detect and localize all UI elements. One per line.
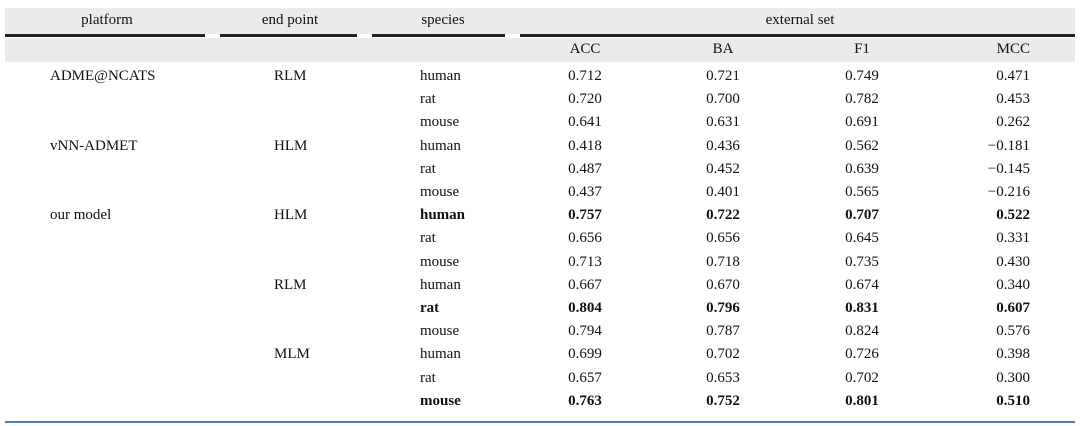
value-cell: 0.510 bbox=[996, 392, 1030, 409]
value-cell: 0.787 bbox=[706, 323, 740, 340]
platform-cell: our model bbox=[50, 207, 112, 224]
value-cell: 0.782 bbox=[845, 91, 879, 108]
value-cell: 0.437 bbox=[568, 184, 602, 200]
species-cell: human bbox=[420, 137, 461, 154]
value-cell: 0.713 bbox=[568, 253, 602, 270]
value-cell: 0.670 bbox=[706, 276, 740, 293]
species-cell: human bbox=[420, 346, 461, 363]
column-subheader: MCC bbox=[996, 41, 1030, 57]
species-cell: mouse bbox=[420, 184, 460, 200]
value-cell: 0.702 bbox=[845, 369, 879, 386]
column-header: platform bbox=[81, 12, 133, 28]
value-cell: 0.653 bbox=[706, 369, 740, 386]
species-cell: mouse bbox=[420, 323, 460, 340]
value-cell: 0.631 bbox=[706, 114, 740, 131]
value-cell: 0.667 bbox=[568, 276, 602, 293]
value-cell: 0.657 bbox=[568, 369, 602, 386]
value-cell: 0.656 bbox=[568, 230, 602, 247]
value-cell: 0.262 bbox=[996, 114, 1030, 131]
species-cell: mouse bbox=[420, 114, 460, 131]
value-cell: 0.804 bbox=[568, 300, 602, 316]
value-cell: 0.735 bbox=[845, 253, 879, 270]
header-rule bbox=[520, 34, 1075, 37]
value-cell: 0.340 bbox=[996, 276, 1030, 293]
species-cell: rat bbox=[420, 230, 436, 247]
value-cell: 0.801 bbox=[845, 392, 879, 409]
column-header: external set bbox=[765, 12, 835, 28]
value-cell: 0.702 bbox=[706, 346, 740, 363]
species-cell: rat bbox=[420, 369, 436, 386]
column-header: species bbox=[421, 12, 465, 28]
value-cell: 0.452 bbox=[706, 160, 740, 177]
value-cell: 0.331 bbox=[996, 230, 1030, 247]
value-cell: 0.656 bbox=[706, 230, 740, 247]
end-point-cell: MLM bbox=[274, 346, 310, 363]
species-cell: human bbox=[420, 276, 461, 293]
value-cell: 0.720 bbox=[568, 91, 602, 108]
header-rule bbox=[372, 34, 505, 37]
value-cell: 0.639 bbox=[845, 160, 879, 177]
value-cell: 0.645 bbox=[845, 230, 879, 247]
end-point-cell: RLM bbox=[274, 276, 307, 293]
value-cell: 0.763 bbox=[568, 392, 602, 409]
value-cell: 0.300 bbox=[996, 369, 1030, 386]
species-cell: mouse bbox=[420, 392, 461, 409]
value-cell: −0.145 bbox=[987, 160, 1030, 177]
value-cell: 0.576 bbox=[996, 323, 1030, 340]
end-point-cell: HLM bbox=[274, 137, 308, 154]
value-cell: 0.757 bbox=[568, 207, 602, 224]
value-cell: 0.436 bbox=[706, 137, 740, 154]
value-cell: −0.181 bbox=[987, 137, 1030, 154]
value-cell: 0.749 bbox=[845, 68, 879, 84]
value-cell: 0.796 bbox=[706, 300, 740, 316]
value-cell: 0.752 bbox=[706, 392, 740, 409]
value-cell: 0.700 bbox=[706, 91, 740, 108]
value-cell: 0.565 bbox=[845, 184, 879, 200]
platform-cell: ADME@NCATS bbox=[50, 68, 156, 84]
value-cell: 0.522 bbox=[996, 207, 1030, 224]
value-cell: 0.699 bbox=[568, 346, 602, 363]
value-cell: 0.712 bbox=[568, 68, 602, 84]
value-cell: 0.607 bbox=[996, 300, 1030, 316]
species-cell: rat bbox=[420, 91, 436, 108]
value-cell: 0.562 bbox=[845, 137, 879, 154]
value-cell: 0.453 bbox=[996, 91, 1030, 108]
value-cell: 0.471 bbox=[996, 68, 1030, 84]
species-cell: human bbox=[420, 68, 461, 84]
value-cell: 0.641 bbox=[568, 114, 602, 131]
value-cell: 0.430 bbox=[996, 253, 1030, 270]
value-cell: 0.721 bbox=[706, 68, 740, 84]
value-cell: 0.707 bbox=[845, 207, 879, 224]
bottom-rule bbox=[5, 421, 1075, 423]
value-cell: −0.216 bbox=[987, 184, 1030, 200]
value-cell: 0.718 bbox=[706, 253, 740, 270]
column-header: end point bbox=[261, 12, 319, 28]
value-cell: 0.398 bbox=[996, 346, 1030, 363]
value-cell: 0.401 bbox=[706, 184, 740, 200]
value-cell: 0.418 bbox=[568, 137, 602, 154]
end-point-cell: HLM bbox=[274, 207, 308, 224]
header-band bbox=[5, 8, 1075, 34]
platform-cell: vNN-ADMET bbox=[50, 137, 138, 154]
species-cell: human bbox=[420, 207, 466, 224]
column-subheader: BA bbox=[712, 41, 734, 57]
end-point-cell: RLM bbox=[274, 68, 307, 84]
column-subheader: F1 bbox=[854, 41, 870, 57]
subheader-band bbox=[5, 38, 1075, 62]
column-subheader: ACC bbox=[569, 41, 601, 57]
value-cell: 0.824 bbox=[845, 323, 879, 340]
value-cell: 0.722 bbox=[706, 207, 740, 224]
value-cell: 0.794 bbox=[568, 323, 602, 340]
header-rule bbox=[220, 34, 357, 37]
species-cell: rat bbox=[420, 300, 440, 316]
header-rule bbox=[5, 34, 205, 37]
value-cell: 0.487 bbox=[568, 160, 602, 177]
value-cell: 0.691 bbox=[845, 114, 879, 131]
species-cell: rat bbox=[420, 160, 436, 177]
species-cell: mouse bbox=[420, 253, 460, 270]
value-cell: 0.674 bbox=[845, 276, 879, 293]
value-cell: 0.831 bbox=[845, 300, 879, 316]
value-cell: 0.726 bbox=[845, 346, 879, 363]
